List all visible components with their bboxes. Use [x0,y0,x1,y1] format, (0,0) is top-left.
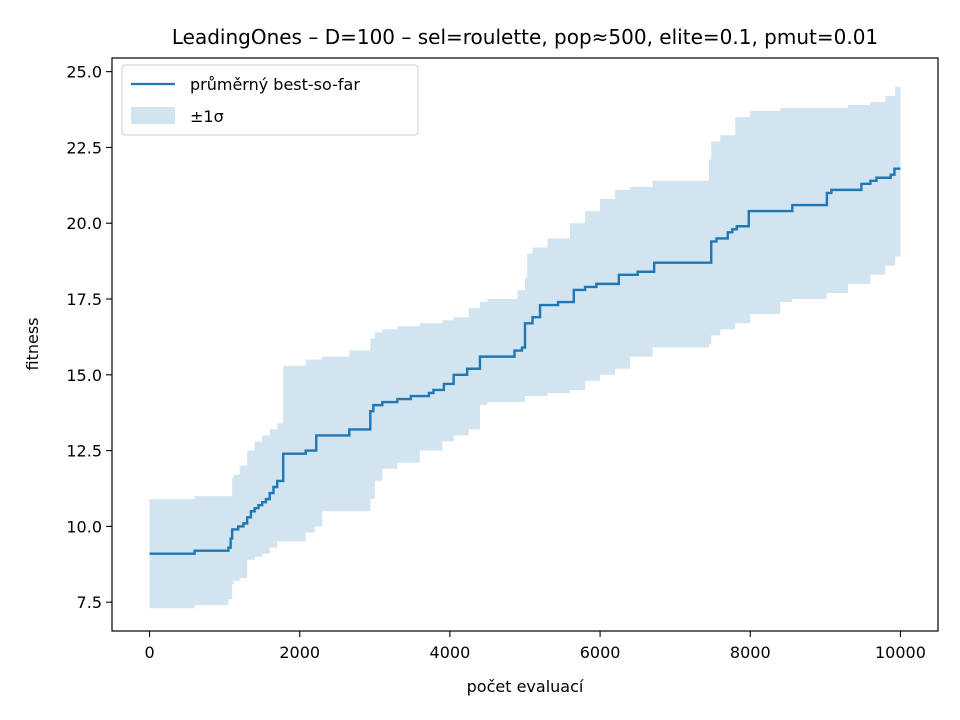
chart-title: LeadingOnes – D=100 – sel=roulette, pop≈… [172,25,878,49]
y-tick-label: 15.0 [66,366,102,385]
x-tick-label: 2000 [279,643,320,662]
legend-label-mean: průměrný best-so-far [190,75,360,94]
y-axis-label: fitness [23,317,42,370]
mean-line-layer [149,167,901,555]
y-tick-label: 7.5 [77,593,102,612]
legend-box [121,64,419,136]
legend-band-swatch [131,107,175,124]
x-tick-label: 0 [144,643,154,662]
mean-best-so-far-line [149,167,901,555]
y-tick-label: 22.5 [66,138,102,157]
x-axis-label: počet evaluací [467,677,584,696]
y-tick-label: 10.0 [66,517,102,536]
y-tick-label: 25.0 [66,63,102,82]
x-tick-label: 10000 [875,643,926,662]
y-tick-label: 12.5 [66,442,102,461]
y-axis: 7.5 10.0 12.5 15.0 17.5 20.0 22.5 25.0 [66,63,112,612]
x-tick-label: 8000 [730,643,771,662]
x-tick-label: 4000 [430,643,471,662]
x-tick-label: 6000 [580,643,621,662]
legend: průměrný best-so-far ±1σ [121,64,419,136]
y-tick-label: 17.5 [66,290,102,309]
legend-label-sigma: ±1σ [190,107,224,126]
plot-frame [111,57,939,632]
x-axis: 0 2000 4000 6000 8000 10000 [144,631,926,662]
y-tick-label: 20.0 [66,214,102,233]
